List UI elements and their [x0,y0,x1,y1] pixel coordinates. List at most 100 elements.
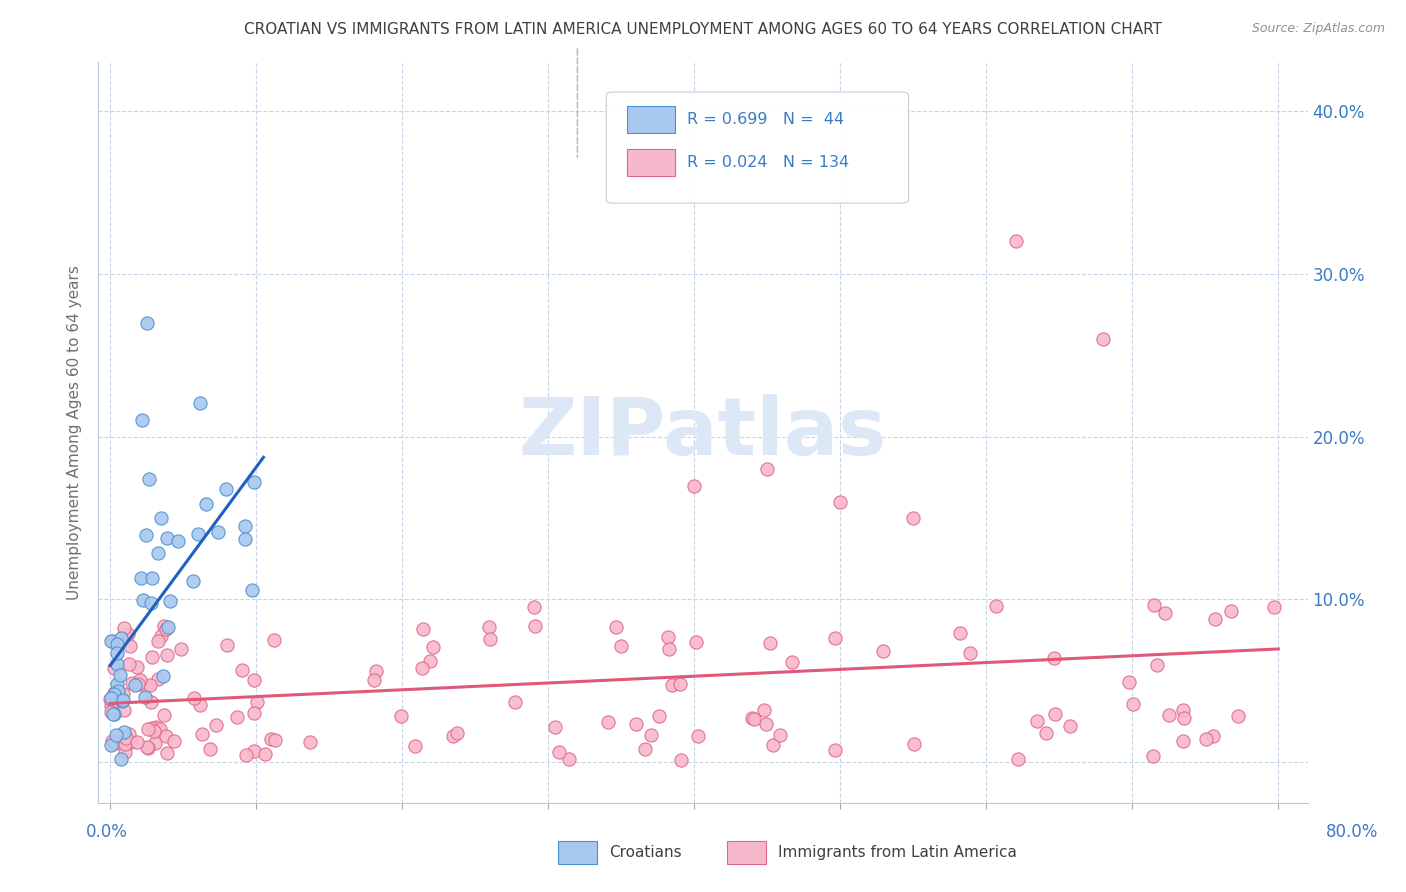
Point [824,743,846,757]
Point [1092,332,1115,346]
Point [634,741,657,756]
Point [110,752,132,766]
Point [111,694,134,708]
Point [150,629,173,643]
Point [225,710,247,724]
Point [759,636,782,650]
Point [139,695,162,709]
Point [215,638,238,652]
Point [404,739,426,753]
Point [194,497,217,511]
Point [170,642,193,657]
Point [411,660,433,674]
Point [118,727,141,741]
Point [110,632,132,646]
Point [215,482,238,496]
Point [149,723,172,737]
Point [107,637,129,651]
Point [1035,725,1057,739]
Point [155,648,177,663]
Point [824,631,846,645]
Point [112,621,135,635]
Point [657,630,679,644]
Point [108,668,131,682]
Point [152,669,174,683]
Point [152,708,174,723]
Point [156,532,179,546]
Point [366,664,388,678]
Point [1043,650,1066,665]
Text: Immigrants from Latin America: Immigrants from Latin America [778,845,1017,860]
Text: R = 0.024   N = 134: R = 0.024 N = 134 [688,155,849,169]
Point [103,736,125,750]
Bar [627,149,675,176]
Point [103,706,125,721]
Point [124,678,146,692]
Text: R = 0.699   N =  44: R = 0.699 N = 44 [688,112,845,127]
Point [263,733,285,747]
Point [105,677,128,691]
Point [136,741,159,756]
Point [1045,706,1067,721]
Point [204,718,226,732]
Point [640,728,662,742]
Point [139,678,162,692]
Point [146,545,169,559]
Point [129,571,152,585]
Point [120,639,142,653]
Point [111,687,134,701]
Point [754,703,776,717]
Point [120,735,142,749]
Point [830,495,852,509]
Point [103,707,125,722]
Point [742,712,765,726]
Point [478,620,501,634]
Text: 80.0%: 80.0% [1326,823,1378,841]
Point [121,676,143,690]
Point [1059,719,1081,733]
Point [138,472,160,486]
Point [141,721,163,735]
Point [903,737,925,751]
Point [135,316,157,330]
Point [1173,711,1195,725]
Point [125,735,148,749]
Point [1142,749,1164,764]
Point [1202,729,1225,743]
Point [188,698,211,713]
Point [112,725,135,739]
Point [441,729,464,743]
Point [299,735,322,749]
Bar [558,840,596,864]
Point [98,692,121,706]
Point [412,622,434,636]
Point [145,720,167,734]
Point [685,635,707,649]
Point [1025,714,1047,728]
Bar [627,106,675,133]
Point [1194,731,1216,746]
Point [242,475,264,489]
Point [610,640,633,654]
Point [166,534,188,549]
Point [235,748,257,763]
Point [138,723,160,737]
Point [198,742,221,756]
Point [112,693,135,707]
Point [246,694,269,708]
Point [1263,599,1285,614]
Point [100,738,122,752]
Point [769,727,792,741]
Point [128,673,150,687]
Point [986,599,1008,614]
Point [263,633,285,648]
Point [233,518,256,533]
Point [135,679,157,693]
Point [446,726,468,740]
Point [683,478,706,492]
Point [141,649,163,664]
Text: Croatians: Croatians [609,845,682,860]
Point [1118,675,1140,690]
Point [755,717,778,731]
Point [114,745,136,759]
